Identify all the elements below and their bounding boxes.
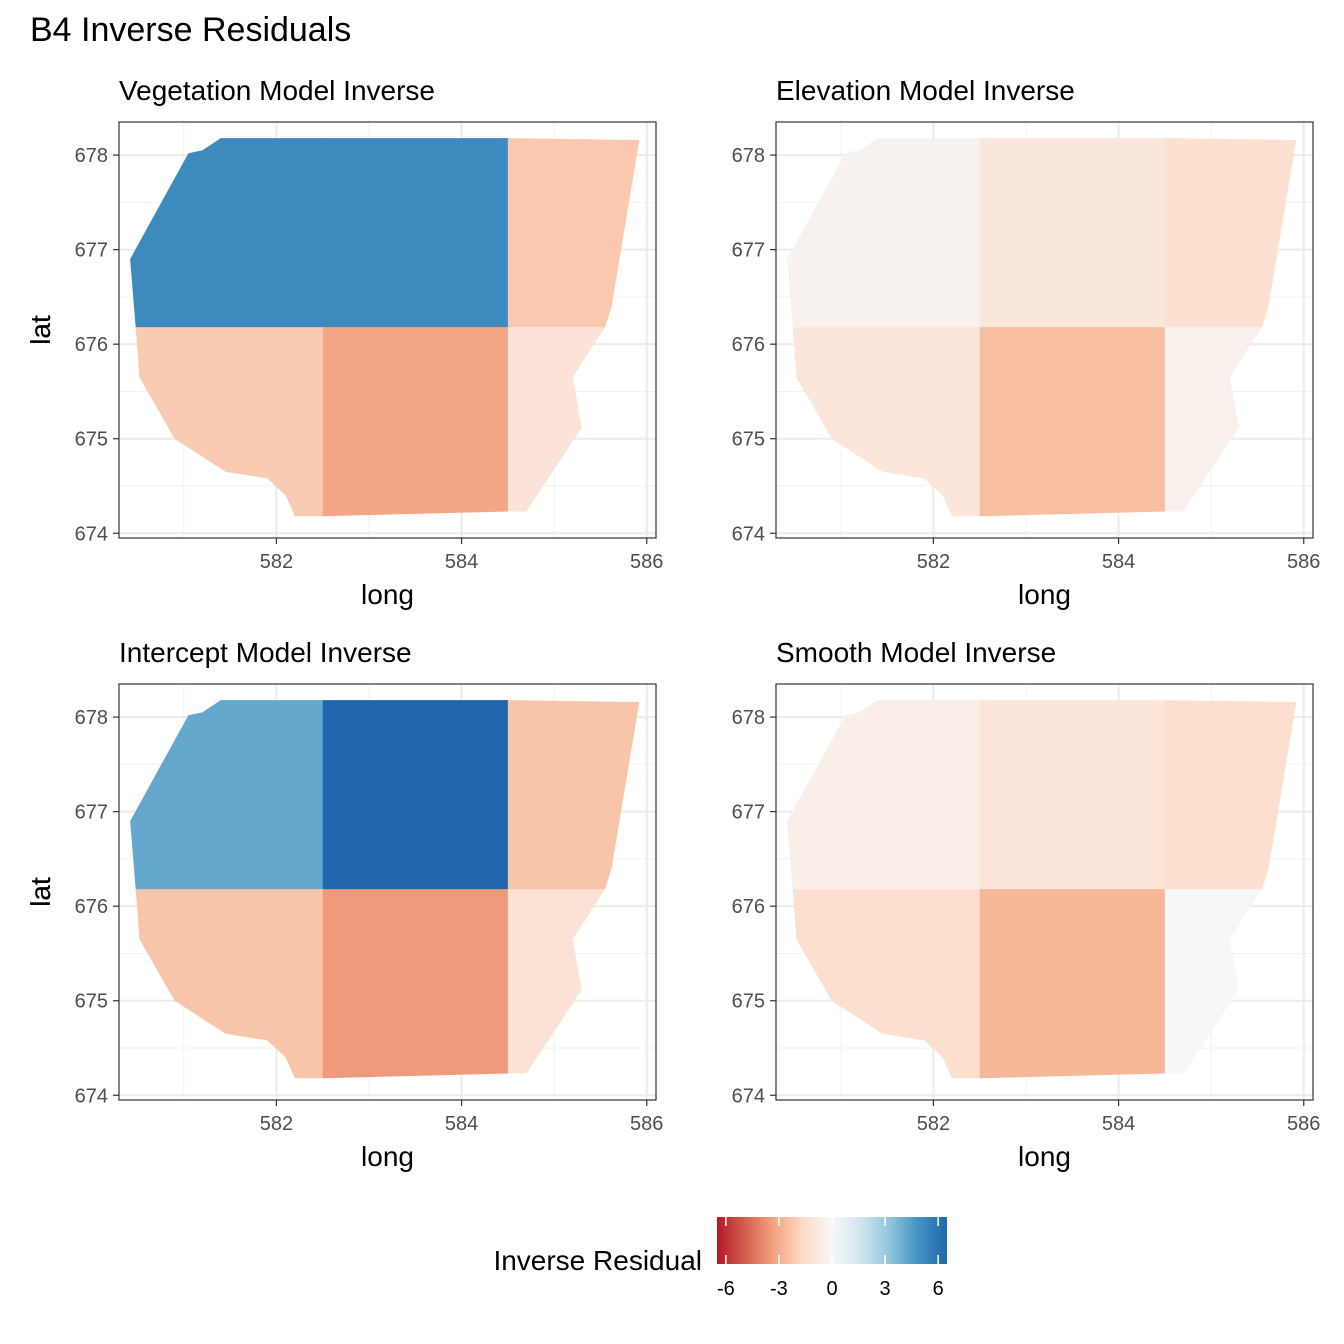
panel-title: Vegetation Model Inverse bbox=[119, 75, 435, 106]
panel-1: 582 584 586 674 675 676 677 678 Vegetation Model… bbox=[25, 75, 663, 610]
panel-title: Smooth Model Inverse bbox=[776, 637, 1056, 668]
y-tick-label: 678 bbox=[732, 145, 765, 167]
y-tick-label: 678 bbox=[75, 707, 108, 729]
y-tick-label: 676 bbox=[75, 896, 108, 918]
legend: Inverse Residual -6 -3 0 3 6 bbox=[493, 1217, 947, 1300]
y-tick-label: 677 bbox=[732, 240, 765, 262]
panel-border bbox=[775, 121, 1314, 539]
x-tick-label: 584 bbox=[445, 1113, 478, 1135]
legend-tick-label: -3 bbox=[770, 1278, 788, 1300]
y-tick-label: 677 bbox=[75, 802, 108, 824]
y-axis-label: lat bbox=[25, 315, 56, 345]
legend-ticks: -6 -3 0 3 6 bbox=[717, 1217, 944, 1300]
x-tick-label: 584 bbox=[445, 551, 478, 573]
tile-r1-c2 bbox=[979, 138, 1166, 328]
tile-r2-c2 bbox=[979, 889, 1166, 1079]
x-tick-label: 584 bbox=[1102, 1113, 1135, 1135]
y-tick-label: 677 bbox=[75, 240, 108, 262]
tile-r1-c2 bbox=[979, 700, 1166, 890]
panel-title: Intercept Model Inverse bbox=[119, 637, 412, 668]
tile-r2-c2 bbox=[979, 327, 1166, 517]
panel-4: 582 584 586 674 675 676 677 678 Smooth Model Inv… bbox=[25, 637, 1320, 1172]
y-tick-label: 676 bbox=[732, 896, 765, 918]
x-axis-label: long bbox=[361, 579, 414, 610]
x-tick-label: 582 bbox=[260, 1113, 293, 1135]
tile-r1-c2 bbox=[322, 138, 509, 328]
panel-border bbox=[118, 683, 657, 1101]
x-tick-label: 582 bbox=[917, 1113, 950, 1135]
y-axis-label: lat bbox=[25, 877, 56, 907]
y-tick-label: 674 bbox=[75, 523, 108, 545]
x-tick-label: 586 bbox=[1287, 551, 1320, 573]
x-axis-label: long bbox=[1018, 1141, 1071, 1172]
panel-2: 582 584 586 674 675 676 677 678 Elevation Model … bbox=[25, 75, 1320, 610]
y-tick-label: 676 bbox=[732, 334, 765, 356]
y-axis-label: lat bbox=[25, 877, 56, 907]
legend-tick-label: 0 bbox=[826, 1278, 837, 1300]
panel-3: 582 584 586 674 675 676 677 678 Intercept Model … bbox=[25, 637, 663, 1172]
y-axis-label: lat bbox=[25, 315, 56, 345]
x-tick-label: 584 bbox=[1102, 551, 1135, 573]
legend-tick-label: 6 bbox=[933, 1278, 944, 1300]
x-tick-label: 582 bbox=[917, 551, 950, 573]
y-tick-label: 674 bbox=[75, 1085, 108, 1107]
x-tick-label: 586 bbox=[1287, 1113, 1320, 1135]
y-tick-label: 676 bbox=[75, 334, 108, 356]
x-tick-label: 586 bbox=[630, 1113, 663, 1135]
tile-r2-c2 bbox=[322, 327, 509, 517]
y-tick-label: 674 bbox=[732, 1085, 765, 1107]
x-tick-label: 586 bbox=[630, 551, 663, 573]
legend-title: Inverse Residual bbox=[493, 1245, 702, 1276]
y-tick-label: 675 bbox=[732, 429, 765, 451]
y-tick-label: 675 bbox=[75, 429, 108, 451]
y-tick-label: 677 bbox=[732, 802, 765, 824]
x-axis-label: long bbox=[1018, 579, 1071, 610]
panel-border bbox=[118, 121, 657, 539]
y-tick-label: 675 bbox=[75, 991, 108, 1013]
y-tick-label: 675 bbox=[732, 991, 765, 1013]
legend-tick-label: -6 bbox=[717, 1278, 735, 1300]
tile-r1-c2 bbox=[322, 700, 509, 890]
y-tick-label: 674 bbox=[732, 523, 765, 545]
panel-title: Elevation Model Inverse bbox=[776, 75, 1075, 106]
x-tick-label: 582 bbox=[260, 551, 293, 573]
figure-title: B4 Inverse Residuals bbox=[30, 11, 351, 49]
x-axis-label: long bbox=[361, 1141, 414, 1172]
y-tick-label: 678 bbox=[75, 145, 108, 167]
legend-tick-label: 3 bbox=[880, 1278, 891, 1300]
panels: 582 584 586 674 675 676 677 678 Vegetation Model… bbox=[25, 75, 1320, 1172]
tile-r2-c2 bbox=[322, 889, 509, 1079]
y-tick-label: 678 bbox=[732, 707, 765, 729]
panel-border bbox=[775, 683, 1314, 1101]
